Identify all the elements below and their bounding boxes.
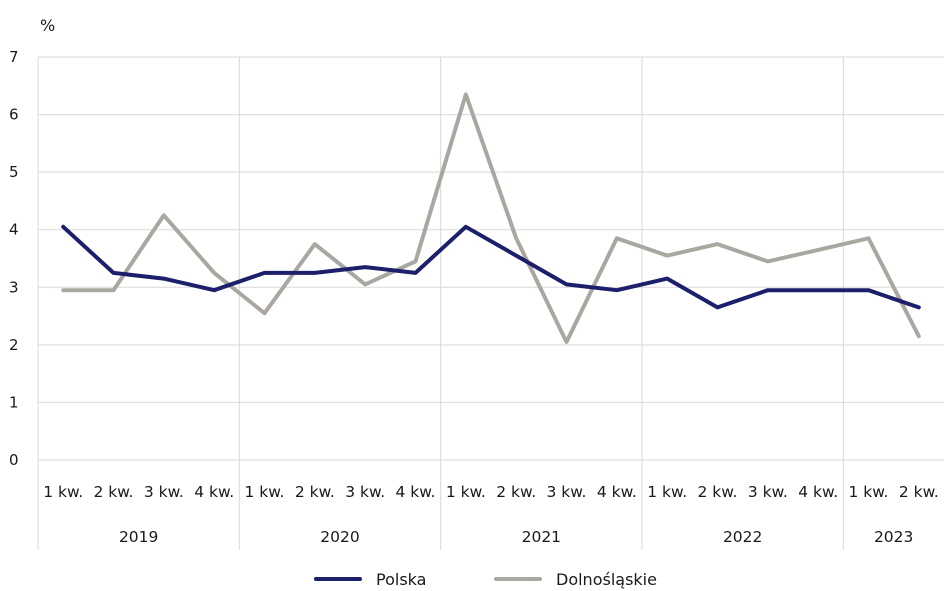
- x-tick-label: 3 kw.: [345, 483, 385, 501]
- x-tick-label: 3 kw.: [547, 483, 587, 501]
- series-line-dolnośląskie: [61, 92, 921, 344]
- y-tick-label: 2: [9, 336, 19, 354]
- x-tick-label: 2 kw.: [295, 483, 335, 501]
- y-axis-unit: %: [40, 16, 55, 35]
- x-tick-label: 1 kw.: [245, 483, 285, 501]
- x-tick-label: 3 kw.: [748, 483, 788, 501]
- y-tick-label: 1: [9, 393, 19, 411]
- x-group-label: 2022: [723, 528, 762, 546]
- x-group-label: 2019: [119, 528, 158, 546]
- y-tick-label: 3: [9, 278, 19, 296]
- x-tick-label: 1 kw.: [647, 483, 687, 501]
- legend: Polska Dolnośląskie: [314, 570, 657, 589]
- y-tick-label: 6: [9, 106, 19, 124]
- x-group-label: 2020: [320, 528, 359, 546]
- y-axis: 0 1 2 3 4 5 6 7: [9, 48, 19, 469]
- x-tick-label: 1 kw.: [849, 483, 889, 501]
- x-tick-label: 2 kw.: [899, 483, 939, 501]
- y-tick-label: 5: [9, 163, 19, 181]
- series-line-polska: [61, 224, 921, 310]
- x-tick-label: 2 kw.: [94, 483, 134, 501]
- legend-label: Dolnośląskie: [556, 570, 657, 589]
- y-tick-label: 4: [9, 221, 19, 239]
- y-tick-label: 0: [9, 451, 19, 469]
- grid-lines: [37, 56, 944, 550]
- x-tick-label: 2 kw.: [496, 483, 536, 501]
- legend-label: Polska: [376, 570, 426, 589]
- series-lines: [61, 92, 921, 344]
- x-group-label: 2021: [522, 528, 561, 546]
- x-axis: 1 kw. 2 kw. 3 kw. 4 kw. 1 kw. 2 kw. 3 kw. 4 kw.…: [43, 483, 939, 546]
- x-group-label: 2023: [874, 528, 913, 546]
- y-tick-label: 7: [9, 48, 19, 66]
- x-tick-label: 4 kw.: [396, 483, 436, 501]
- x-tick-label: 1 kw.: [446, 483, 486, 501]
- x-tick-label: 2 kw.: [698, 483, 738, 501]
- x-tick-label: 4 kw.: [597, 483, 637, 501]
- x-tick-label: 3 kw.: [144, 483, 184, 501]
- x-tick-label: 1 kw.: [43, 483, 83, 501]
- x-tick-label: 4 kw.: [798, 483, 838, 501]
- x-tick-label: 4 kw.: [194, 483, 234, 501]
